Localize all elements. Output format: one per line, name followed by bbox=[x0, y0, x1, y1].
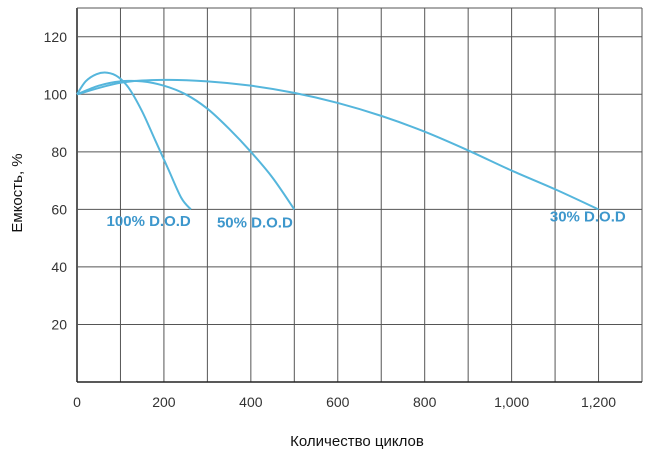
series-lines bbox=[76, 71, 599, 211]
x-axis-ticks: 0 200 400 600 800 1,000 1,200 bbox=[73, 394, 616, 410]
series-labels: 100% D.O.D 50% D.O.D 30% D.O.D bbox=[107, 209, 626, 232]
x-tick-label: 0 bbox=[73, 394, 81, 410]
x-tick-label: 400 bbox=[239, 394, 263, 410]
series-line-1 bbox=[76, 71, 192, 211]
x-axis-title: Количество циклов bbox=[290, 433, 424, 450]
y-tick-label: 40 bbox=[51, 259, 67, 275]
series-line-2 bbox=[76, 79, 296, 210]
y-tick-label: 120 bbox=[44, 29, 68, 45]
series-line-3 bbox=[76, 78, 599, 211]
y-tick-label: 100 bbox=[44, 86, 68, 102]
y-axis-title: Емкость, % bbox=[9, 153, 26, 232]
y-tick-label: 20 bbox=[51, 316, 67, 332]
grid bbox=[76, 7, 643, 383]
x-tick-label: 800 bbox=[413, 394, 437, 410]
series-label-1: 100% D.O.D bbox=[107, 213, 191, 230]
series-label-2: 50% D.O.D bbox=[217, 214, 293, 231]
x-tick-label: 1,200 bbox=[581, 394, 616, 410]
x-tick-label: 200 bbox=[152, 394, 176, 410]
x-tick-label: 600 bbox=[326, 394, 350, 410]
y-tick-label: 80 bbox=[51, 144, 67, 160]
y-tick-label: 60 bbox=[51, 201, 67, 217]
x-tick-label: 1,000 bbox=[494, 394, 529, 410]
y-axis-ticks: 20 40 60 80 100 120 bbox=[44, 29, 68, 333]
series-label-3: 30% D.O.D bbox=[550, 209, 626, 226]
